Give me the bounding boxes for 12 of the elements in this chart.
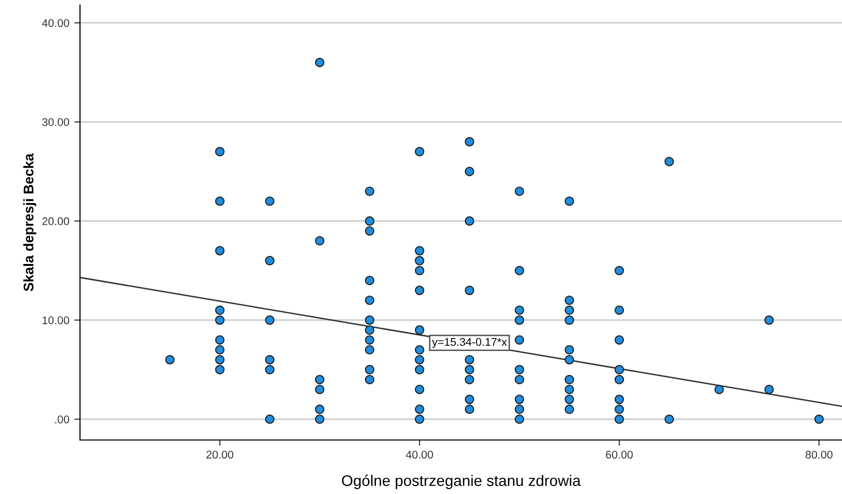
x-axis-title: Ogólne postrzeganie stanu zdrowia — [342, 474, 581, 490]
y-tick-label: 20.00 — [42, 217, 70, 226]
x-tick-label: 40.00 — [406, 450, 434, 459]
x-tick-label: 20.00 — [206, 450, 234, 459]
y-tick-label: 40.00 — [42, 19, 70, 27]
y-tick-label: 10.00 — [42, 316, 70, 324]
y-tick-label: 30.00 — [42, 118, 70, 126]
x-tick-label: 80.00 — [806, 450, 832, 459]
y-tick-label: .00 — [55, 415, 70, 424]
x-tick-label: 60.00 — [606, 450, 633, 459]
y-axis-title: Skala depresji Becka — [23, 153, 36, 292]
annotation: y=15.34-0.17*x — [432, 338, 507, 348]
